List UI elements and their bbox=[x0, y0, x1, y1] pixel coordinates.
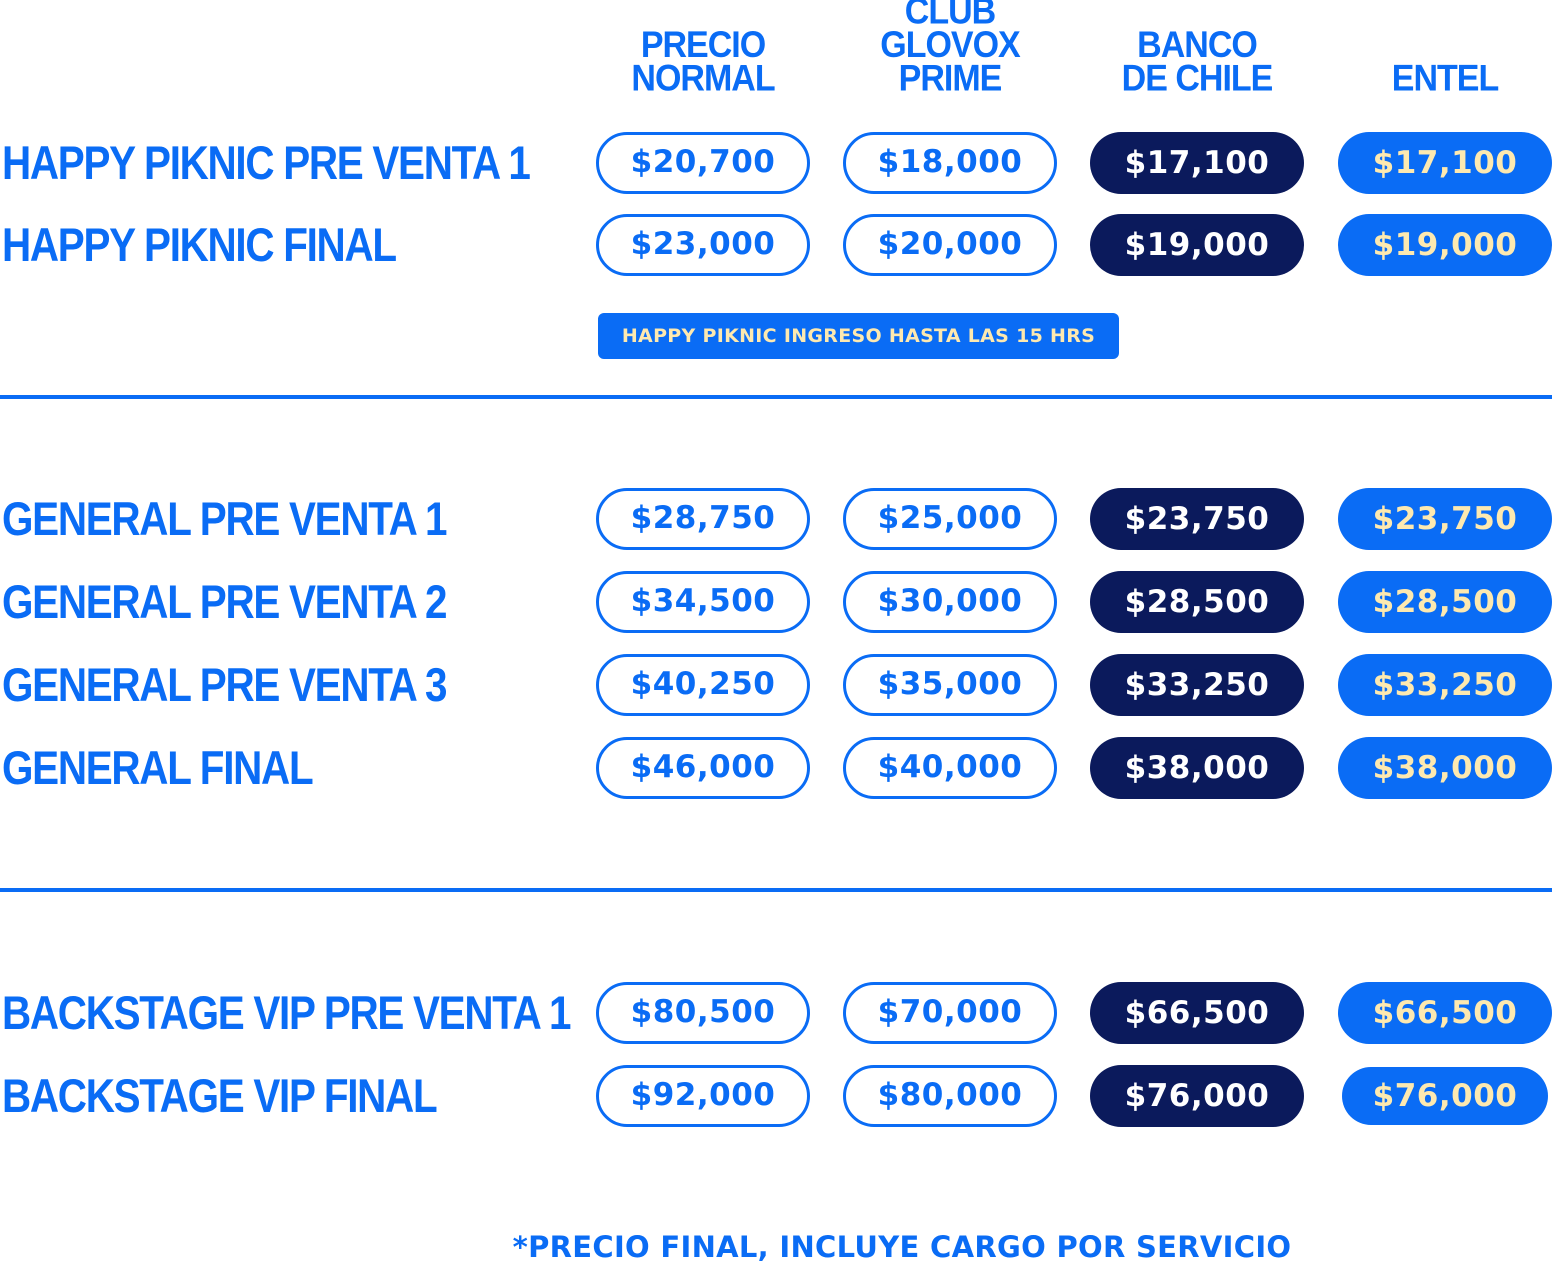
footer-disclaimer: *PRECIO FINAL, INCLUYE CARGO POR SERVICI… bbox=[512, 1230, 1292, 1264]
price-club-glovox-prime: $40,000 bbox=[843, 737, 1057, 799]
row-label: GENERAL FINAL bbox=[2, 741, 314, 794]
price-precio-normal: $80,500 bbox=[596, 982, 810, 1044]
price-entel: $76,000 bbox=[1342, 1067, 1548, 1125]
price-club-glovox-prime: $20,000 bbox=[843, 214, 1057, 276]
price-precio-normal: $20,700 bbox=[596, 132, 810, 194]
price-club-glovox-prime: $35,000 bbox=[843, 654, 1057, 716]
price-precio-normal: $46,000 bbox=[596, 737, 810, 799]
price-entel: $33,250 bbox=[1338, 654, 1552, 716]
row-label: HAPPY PIKNIC PRE VENTA 1 bbox=[2, 136, 531, 189]
price-club-glovox-prime: $70,000 bbox=[843, 982, 1057, 1044]
price-banco-de-chile: $17,100 bbox=[1090, 132, 1304, 194]
price-entel: $38,000 bbox=[1338, 737, 1552, 799]
row-label: BACKSTAGE VIP FINAL bbox=[2, 1069, 438, 1122]
price-precio-normal: $28,750 bbox=[596, 488, 810, 550]
row-label: GENERAL PRE VENTA 3 bbox=[2, 658, 447, 711]
price-banco-de-chile: $38,000 bbox=[1090, 737, 1304, 799]
price-club-glovox-prime: $80,000 bbox=[843, 1065, 1057, 1127]
price-banco-de-chile: $76,000 bbox=[1090, 1065, 1304, 1127]
price-club-glovox-prime: $25,000 bbox=[843, 488, 1057, 550]
price-entel: $23,750 bbox=[1338, 488, 1552, 550]
column-header-banco-de-chile: BANCO DE CHILE bbox=[1121, 24, 1274, 100]
column-header-club-glovox-prime: CLUB GLOVOX PRIME bbox=[880, 0, 1020, 100]
price-banco-de-chile: $28,500 bbox=[1090, 571, 1304, 633]
column-header-precio-normal: PRECIO NORMAL bbox=[631, 24, 775, 100]
price-entel: $17,100 bbox=[1338, 132, 1552, 194]
price-club-glovox-prime: $30,000 bbox=[843, 571, 1057, 633]
price-precio-normal: $40,250 bbox=[596, 654, 810, 716]
price-club-glovox-prime: $18,000 bbox=[843, 132, 1057, 194]
price-banco-de-chile: $19,000 bbox=[1090, 214, 1304, 276]
section-divider bbox=[0, 395, 1552, 399]
price-entel: $28,500 bbox=[1338, 571, 1552, 633]
row-label: BACKSTAGE VIP PRE VENTA 1 bbox=[2, 986, 571, 1039]
price-banco-de-chile: $23,750 bbox=[1090, 488, 1304, 550]
row-label: HAPPY PIKNIC FINAL bbox=[2, 218, 397, 271]
row-label: GENERAL PRE VENTA 2 bbox=[2, 575, 447, 628]
price-precio-normal: $92,000 bbox=[596, 1065, 810, 1127]
price-entel: $66,500 bbox=[1338, 982, 1552, 1044]
price-banco-de-chile: $33,250 bbox=[1090, 654, 1304, 716]
column-header-entel: ENTEL bbox=[1391, 58, 1499, 100]
row-label: GENERAL PRE VENTA 1 bbox=[2, 492, 447, 545]
entry-time-note: HAPPY PIKNIC INGRESO HASTA LAS 15 HRS bbox=[598, 313, 1119, 359]
price-banco-de-chile: $66,500 bbox=[1090, 982, 1304, 1044]
price-precio-normal: $34,500 bbox=[596, 571, 810, 633]
price-precio-normal: $23,000 bbox=[596, 214, 810, 276]
section-divider bbox=[0, 888, 1552, 892]
price-entel: $19,000 bbox=[1338, 214, 1552, 276]
